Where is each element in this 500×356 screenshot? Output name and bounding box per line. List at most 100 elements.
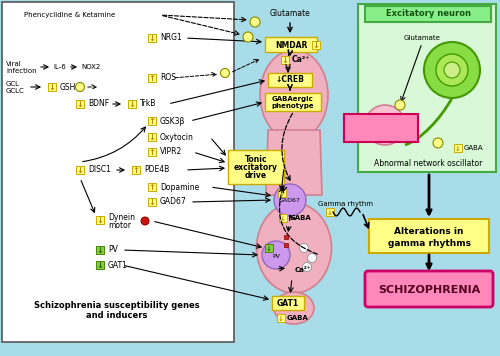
- FancyBboxPatch shape: [76, 100, 84, 108]
- FancyArrowPatch shape: [427, 255, 431, 268]
- Circle shape: [424, 42, 480, 98]
- FancyArrowPatch shape: [288, 50, 292, 55]
- Text: GAT1: GAT1: [108, 261, 128, 269]
- Ellipse shape: [274, 292, 314, 324]
- Text: −: −: [222, 68, 228, 78]
- Text: TrkB: TrkB: [140, 99, 156, 109]
- FancyBboxPatch shape: [265, 37, 317, 52]
- Text: GABA: GABA: [464, 145, 483, 151]
- FancyArrowPatch shape: [188, 38, 261, 44]
- Text: ↓: ↓: [96, 216, 103, 225]
- Text: Inhibitory: Inhibitory: [358, 120, 405, 130]
- FancyBboxPatch shape: [128, 100, 136, 108]
- Circle shape: [76, 83, 84, 91]
- Text: −: −: [251, 17, 259, 27]
- Text: ↓: ↓: [148, 133, 156, 142]
- Ellipse shape: [256, 203, 332, 293]
- FancyArrowPatch shape: [113, 102, 120, 106]
- Circle shape: [308, 253, 316, 262]
- FancyArrowPatch shape: [117, 168, 124, 172]
- FancyBboxPatch shape: [277, 314, 285, 322]
- Polygon shape: [266, 130, 322, 195]
- Text: IL-6: IL-6: [53, 64, 66, 70]
- Text: ↓: ↓: [76, 166, 84, 175]
- Circle shape: [365, 105, 405, 145]
- Text: ↑: ↑: [148, 183, 156, 192]
- Text: interneuron: interneuron: [352, 130, 410, 138]
- FancyArrowPatch shape: [232, 59, 258, 72]
- FancyBboxPatch shape: [279, 214, 287, 222]
- FancyArrowPatch shape: [196, 153, 224, 163]
- Circle shape: [274, 184, 306, 216]
- FancyArrowPatch shape: [288, 23, 292, 32]
- Text: ↑: ↑: [132, 166, 140, 175]
- FancyBboxPatch shape: [148, 74, 156, 82]
- FancyArrowPatch shape: [41, 65, 48, 69]
- FancyBboxPatch shape: [76, 166, 84, 174]
- Text: VIPR2: VIPR2: [160, 147, 182, 157]
- Text: −: −: [76, 83, 84, 91]
- Circle shape: [436, 54, 468, 86]
- FancyArrowPatch shape: [282, 186, 286, 191]
- Text: GAD67: GAD67: [279, 199, 301, 204]
- Text: and inducers: and inducers: [86, 310, 148, 319]
- FancyArrowPatch shape: [286, 67, 290, 72]
- FancyArrowPatch shape: [124, 266, 268, 300]
- Text: ↓: ↓: [279, 190, 285, 197]
- Text: Dopamine: Dopamine: [160, 183, 199, 192]
- FancyBboxPatch shape: [369, 219, 489, 253]
- FancyArrowPatch shape: [282, 113, 292, 180]
- Text: Tonic: Tonic: [245, 156, 267, 164]
- FancyArrowPatch shape: [188, 166, 224, 171]
- Text: SCHIZOPHRENIA: SCHIZOPHRENIA: [378, 285, 480, 295]
- FancyArrowPatch shape: [363, 215, 368, 228]
- Text: GAD67: GAD67: [160, 198, 187, 206]
- FancyBboxPatch shape: [96, 246, 104, 254]
- Text: ↓: ↓: [48, 83, 56, 92]
- FancyArrowPatch shape: [192, 102, 261, 120]
- Text: Phencyclidine & Ketamine: Phencyclidine & Ketamine: [24, 12, 116, 18]
- FancyBboxPatch shape: [148, 117, 156, 125]
- FancyBboxPatch shape: [148, 133, 156, 141]
- FancyBboxPatch shape: [132, 166, 140, 174]
- FancyBboxPatch shape: [281, 56, 289, 64]
- Text: ↓: ↓: [282, 56, 288, 65]
- Text: infection: infection: [6, 68, 36, 74]
- Text: GCLC: GCLC: [6, 88, 25, 94]
- FancyBboxPatch shape: [265, 244, 273, 252]
- Text: ↓: ↓: [278, 315, 284, 321]
- Text: PV: PV: [108, 246, 118, 255]
- FancyArrowPatch shape: [279, 267, 284, 271]
- Text: −: −: [434, 138, 442, 148]
- Text: ↑: ↑: [148, 74, 156, 83]
- Text: −: −: [244, 32, 252, 42]
- Circle shape: [395, 100, 405, 110]
- Text: Abnormal network oscillator: Abnormal network oscillator: [374, 159, 482, 168]
- Text: +: +: [396, 100, 404, 110]
- FancyArrowPatch shape: [163, 15, 246, 22]
- Text: excitatory: excitatory: [234, 163, 278, 173]
- Text: ↓: ↓: [148, 198, 156, 207]
- Text: DISC1: DISC1: [88, 166, 111, 174]
- FancyBboxPatch shape: [365, 6, 491, 22]
- FancyBboxPatch shape: [268, 73, 312, 87]
- FancyArrowPatch shape: [162, 16, 239, 35]
- Text: ↓: ↓: [266, 246, 272, 251]
- FancyArrowPatch shape: [288, 84, 292, 90]
- FancyArrowPatch shape: [154, 222, 261, 248]
- Ellipse shape: [260, 50, 328, 140]
- Text: ↓: ↓: [128, 100, 136, 109]
- Text: Excitatory neuron: Excitatory neuron: [386, 10, 470, 19]
- FancyArrowPatch shape: [193, 198, 270, 203]
- FancyBboxPatch shape: [326, 208, 334, 216]
- FancyBboxPatch shape: [365, 271, 493, 307]
- FancyBboxPatch shape: [284, 243, 288, 247]
- Text: GABA: GABA: [287, 315, 309, 321]
- Text: NRG1: NRG1: [160, 33, 182, 42]
- Text: BDNF: BDNF: [88, 99, 109, 109]
- Text: ROS: ROS: [160, 73, 176, 83]
- FancyArrowPatch shape: [170, 80, 264, 103]
- Text: Viral: Viral: [6, 61, 22, 67]
- FancyArrowPatch shape: [212, 139, 226, 155]
- Text: ↓CREB: ↓CREB: [276, 75, 304, 84]
